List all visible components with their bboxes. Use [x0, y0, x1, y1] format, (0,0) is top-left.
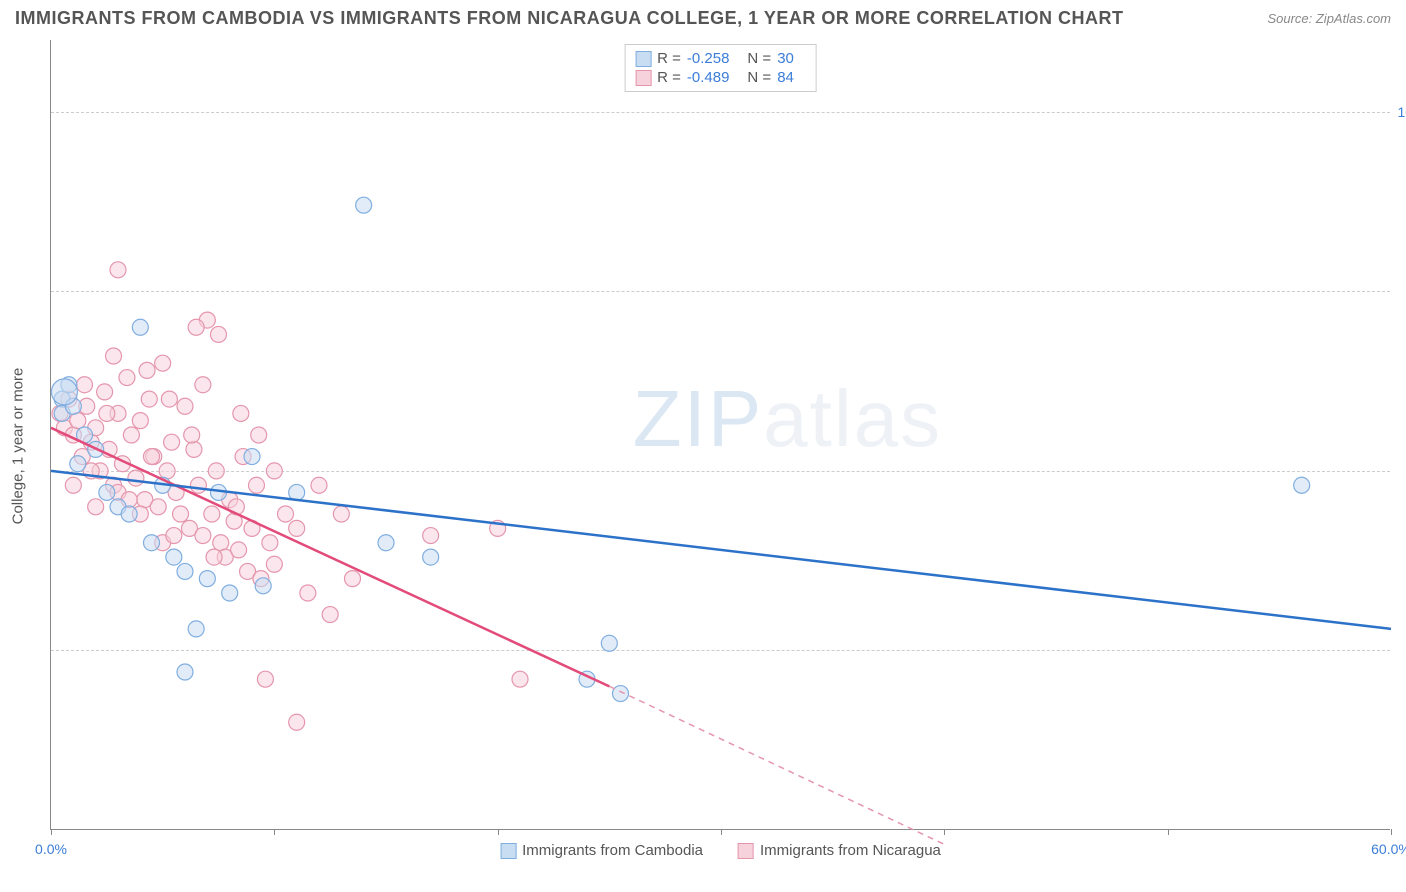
correlation-legend: R = -0.258 N = 30 R = -0.489 N = 84 [624, 44, 817, 92]
source-attribution: Source: ZipAtlas.com [1267, 11, 1391, 26]
swatch-nicaragua-icon [738, 843, 754, 859]
y-axis-label: College, 1 year or more [10, 368, 27, 525]
legend-label-cambodia: Immigrants from Cambodia [522, 842, 703, 859]
chart-title: IMMIGRANTS FROM CAMBODIA VS IMMIGRANTS F… [15, 8, 1123, 29]
x-tick-label: 0.0% [35, 841, 67, 857]
legend-label-nicaragua: Immigrants from Nicaragua [760, 842, 941, 859]
legend-item-nicaragua: Immigrants from Nicaragua [738, 842, 941, 859]
scatter-svg [51, 40, 1390, 829]
y-tick-label: 75.0% [1395, 283, 1406, 299]
plot-area: ZIPatlas 25.0%50.0%75.0%100.0%0.0%60.0% … [50, 40, 1390, 830]
legend-row-cambodia: R = -0.258 N = 30 [635, 49, 806, 68]
swatch-cambodia-icon [500, 843, 516, 859]
x-tick-label: 60.0% [1371, 841, 1406, 857]
y-tick-label: 50.0% [1395, 463, 1406, 479]
y-tick-label: 100.0% [1395, 104, 1406, 120]
y-tick-label: 25.0% [1395, 642, 1406, 658]
legend-row-nicaragua: R = -0.489 N = 84 [635, 68, 806, 87]
legend-item-cambodia: Immigrants from Cambodia [500, 842, 703, 859]
swatch-cambodia [635, 51, 651, 67]
swatch-nicaragua [635, 70, 651, 86]
series-legend: Immigrants from Cambodia Immigrants from… [500, 842, 941, 859]
